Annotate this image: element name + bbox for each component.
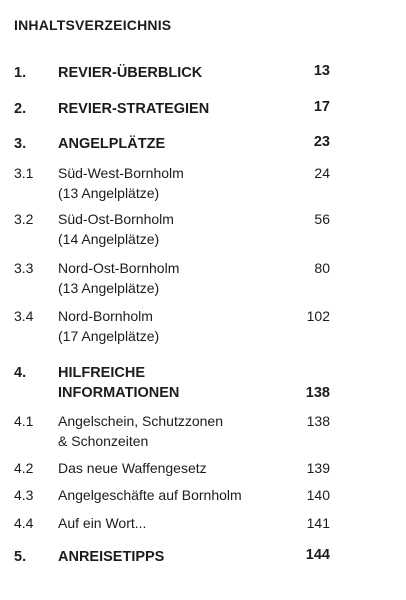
- toc-entry-page: 80: [314, 260, 330, 276]
- toc-entry-label: Nord-Bornholm (17 Angelplätze): [58, 308, 160, 344]
- toc-entry-page: 13: [313, 63, 330, 79]
- toc-entry-label: Auf ein Wort...: [58, 515, 147, 531]
- toc-entry-number: 4.3: [14, 487, 34, 503]
- toc-entry-number: 4.1: [14, 413, 34, 429]
- toc-entry-number: 4.4: [14, 515, 34, 531]
- toc-entry-label: HILFREICHE INFORMATIONEN: [58, 365, 180, 401]
- toc-entry-label: REVIER-STRATEGIEN: [58, 101, 210, 117]
- toc-entry-page: 140: [306, 487, 330, 503]
- toc-entry-number: 3.3: [14, 260, 34, 276]
- toc-entry-number: 3.1: [14, 165, 34, 181]
- toc-title: INHALTSVERZEICHNIS: [14, 17, 172, 33]
- toc-entry-page: 138: [306, 413, 330, 429]
- toc-entry-label: Angelschein, Schutzzonen & Schonzeiten: [58, 413, 223, 449]
- toc-entry-number: 4.: [14, 365, 27, 381]
- toc-entry-page: 138: [305, 385, 330, 401]
- toc-entry-number: 3.2: [14, 211, 34, 227]
- toc-entry-page: 144: [305, 547, 330, 563]
- toc-entry-label: Angelgeschäfte auf Bornholm: [58, 487, 242, 503]
- toc-entry-page: 56: [314, 211, 330, 227]
- toc-entry-label: ANGELPLÄTZE: [58, 136, 166, 152]
- toc-entry-number: 3.: [14, 136, 27, 152]
- toc-entry-number: 5.: [14, 549, 27, 565]
- toc-entry-number: 2.: [14, 101, 27, 117]
- toc-entry-label: Nord-Ost-Bornholm (13 Angelplätze): [58, 260, 180, 296]
- toc-entry-label: REVIER-ÜBERBLICK: [58, 65, 203, 81]
- toc-entry-page: 24: [314, 165, 330, 181]
- toc-entry-page: 139: [306, 460, 330, 476]
- toc-entry-label: Das neue Waffengesetz: [58, 460, 207, 476]
- toc-entry-page: 141: [306, 515, 330, 531]
- toc-entry-number: 1.: [14, 65, 27, 81]
- toc-entry-number: 4.2: [14, 460, 34, 476]
- toc-entry-page: 23: [313, 134, 330, 150]
- toc-entry-label: Süd-West-Bornholm (13 Angelplätze): [58, 165, 184, 201]
- toc-entry-label: Süd-Ost-Bornholm (14 Angelplätze): [58, 211, 174, 247]
- toc-entry-number: 3.4: [14, 308, 34, 324]
- toc-entry-label: ANREISETIPPS: [58, 549, 165, 565]
- toc-entry-page: 17: [313, 99, 330, 115]
- toc-entry-page: 102: [306, 308, 330, 324]
